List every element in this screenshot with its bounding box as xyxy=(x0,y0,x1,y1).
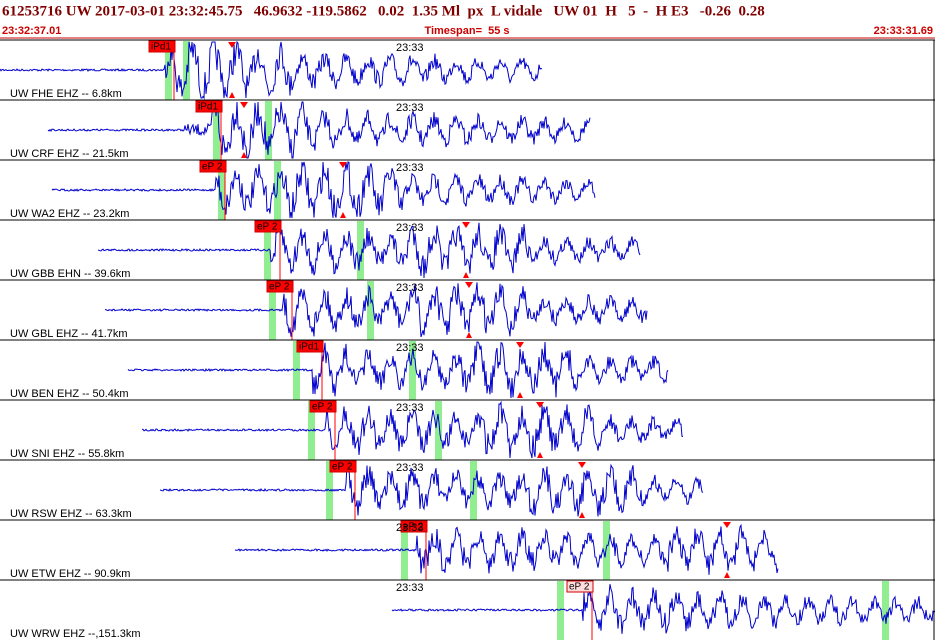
phase-marker xyxy=(357,221,364,280)
s-marker xyxy=(516,342,524,348)
s-marker xyxy=(340,212,346,218)
trace-label: UW WA2 EHZ -- 23.2km xyxy=(10,208,129,220)
s-marker xyxy=(536,402,544,408)
pick-box xyxy=(329,460,357,473)
phase-marker xyxy=(165,41,172,100)
phase-marker xyxy=(218,161,225,220)
trace-label: UW GBB EHN -- 39.6km xyxy=(10,268,130,280)
pick-box xyxy=(254,220,282,233)
pick-label: iPd1 xyxy=(198,102,218,113)
waveform xyxy=(47,101,591,159)
s-marker xyxy=(723,522,731,528)
event-header: 61253716 UW 2017-03-01 23:32:45.75 46.96… xyxy=(2,3,765,19)
s-marker xyxy=(228,42,236,48)
s-marker xyxy=(462,222,470,228)
phase-marker xyxy=(603,521,610,580)
waveform xyxy=(0,40,543,100)
time-label: 23:33 xyxy=(396,162,424,174)
time-label: 23:33 xyxy=(396,342,424,354)
s-marker xyxy=(724,572,730,578)
s-marker xyxy=(241,152,247,158)
phase-marker xyxy=(409,341,416,400)
end-time: 23:33:31.69 xyxy=(874,25,933,37)
phase-marker xyxy=(882,581,889,640)
s-marker xyxy=(537,452,543,458)
timespan: Timespan= 55 s xyxy=(424,25,509,37)
waveform xyxy=(97,222,641,279)
pick-label: iPd1 xyxy=(151,42,171,53)
s-marker xyxy=(466,332,472,338)
phase-marker xyxy=(367,281,374,340)
trace-label: UW SNI EHZ -- 55.8km xyxy=(10,448,124,460)
trace-label: UW RSW EHZ -- 63.3km xyxy=(10,508,132,520)
waveform xyxy=(51,161,596,219)
time-label: 23:33 xyxy=(396,462,424,474)
pick-label: iPd1 xyxy=(299,342,319,353)
time-label: 23:33 xyxy=(396,522,424,534)
pick-label: eP 2 xyxy=(269,282,290,293)
waveform xyxy=(141,400,683,459)
pick-box xyxy=(199,160,227,173)
s-marker xyxy=(240,102,248,108)
phase-marker xyxy=(265,101,272,160)
pick-box xyxy=(148,40,176,53)
s-marker xyxy=(578,462,586,468)
trace-label: UW GBL EHZ -- 41.7km xyxy=(10,328,128,340)
pick-box xyxy=(266,280,294,293)
trace-label: UW FHE EHZ -- 6.8km xyxy=(10,88,122,100)
pick-box xyxy=(566,580,594,593)
trace-label: UW WRW EHZ --,151.3km xyxy=(10,628,141,640)
time-label: 23:33 xyxy=(396,102,424,114)
time-label: 23:33 xyxy=(396,282,424,294)
phase-marker xyxy=(435,401,442,460)
waveform xyxy=(391,584,935,634)
s-marker xyxy=(463,272,469,278)
s-marker xyxy=(465,282,473,288)
pick-box xyxy=(296,340,324,353)
start-time: 23:32:37.01 xyxy=(2,25,61,37)
trace-label: UW CRF EHZ -- 21.5km xyxy=(10,148,129,160)
pick-label: eP 2 xyxy=(569,582,590,593)
s-marker xyxy=(229,92,235,98)
pick-label: eP 2 xyxy=(312,402,333,413)
time-label: 23:33 xyxy=(396,222,424,234)
waveform xyxy=(234,523,779,575)
waveform xyxy=(105,282,648,338)
phase-marker xyxy=(269,281,276,340)
s-marker xyxy=(339,162,347,168)
pick-label: eP 2 xyxy=(332,462,353,473)
waveform xyxy=(159,463,704,517)
pick-box xyxy=(400,520,428,533)
phase-marker xyxy=(557,581,564,640)
waveform xyxy=(127,341,669,399)
time-label: 23:33 xyxy=(396,582,424,594)
time-label: 23:33 xyxy=(396,402,424,414)
pick-label: eP 2 xyxy=(257,222,278,233)
trace-label: UW BEN EHZ -- 50.4km xyxy=(10,388,129,400)
time-label: 23:33 xyxy=(396,42,424,54)
phase-marker xyxy=(213,101,220,160)
s-marker xyxy=(579,512,585,518)
pick-label: eP 2 xyxy=(202,162,223,173)
trace-label: UW ETW EHZ -- 90.9km xyxy=(10,568,130,580)
s-marker xyxy=(517,392,523,398)
pick-box xyxy=(195,100,223,113)
pick-label: eP 2 xyxy=(403,522,424,533)
pick-box xyxy=(309,400,337,413)
